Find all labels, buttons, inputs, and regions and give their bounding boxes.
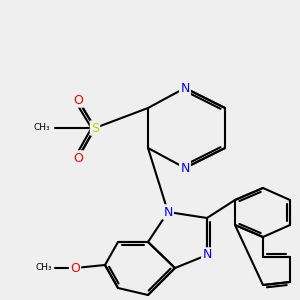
Text: S: S	[91, 122, 99, 134]
Text: CH₃: CH₃	[34, 124, 50, 133]
Text: N: N	[163, 206, 173, 218]
Text: N: N	[202, 248, 212, 262]
Text: O: O	[73, 94, 83, 106]
Text: O: O	[70, 262, 80, 275]
Text: CH₃: CH₃	[35, 263, 52, 272]
Text: N: N	[180, 82, 190, 94]
Text: N: N	[180, 161, 190, 175]
Text: O: O	[73, 152, 83, 164]
